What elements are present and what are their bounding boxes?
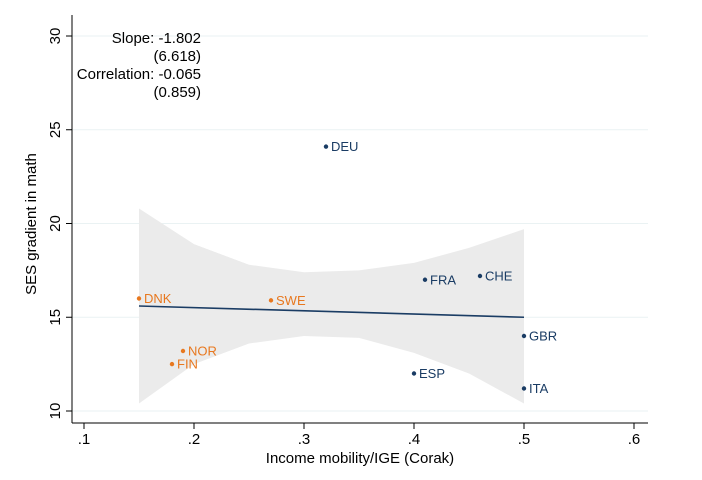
- point-label-ita: ITA: [529, 381, 549, 396]
- point-label-che: CHE: [485, 269, 513, 284]
- y-tick-label: 10: [47, 403, 64, 420]
- fit-line: [138, 305, 525, 319]
- point-label-fra: FRA: [430, 272, 456, 287]
- annotation-correlation-se: (0.859): [153, 84, 201, 101]
- annotation-correlation: Correlation: -0.065: [77, 66, 201, 83]
- point-label-dnk: DNK: [144, 291, 172, 306]
- x-tick-label: .2: [188, 431, 201, 448]
- point-ita: [521, 386, 527, 391]
- point-che: [477, 273, 483, 279]
- point-fin: [169, 361, 175, 367]
- point-deu: [323, 144, 329, 149]
- x-tick-label: .3: [298, 431, 311, 448]
- point-swe: [268, 298, 274, 303]
- point-fra: [422, 277, 428, 282]
- y-axis-title: SES gradient in math: [23, 153, 40, 295]
- point-label-deu: DEU: [331, 139, 358, 154]
- point-label-swe: SWE: [276, 293, 306, 308]
- x-tick-label: .6: [628, 431, 641, 448]
- point-label-esp: ESP: [419, 366, 445, 381]
- x-axis-title: Income mobility/IGE (Corak): [266, 450, 454, 467]
- y-tick-label: 25: [47, 121, 64, 138]
- annotation-slope: Slope: -1.802: [112, 30, 201, 47]
- y-tick-label: 15: [47, 309, 64, 326]
- x-tick-label: .5: [518, 431, 531, 448]
- fit-line-path: [138, 305, 525, 319]
- confidence-band-area: [139, 208, 524, 404]
- confidence-band: [139, 208, 524, 404]
- point-label-nor: NOR: [188, 344, 217, 359]
- point-dnk: [136, 296, 142, 301]
- point-label-gbr: GBR: [529, 329, 557, 344]
- y-tick-label: 30: [47, 28, 64, 45]
- axes: 10 15 20 25 30 .1 .2 .3 .4 .5 .6: [47, 15, 648, 448]
- point-esp: [411, 371, 417, 376]
- point-gbr: [521, 333, 527, 339]
- point-label-fin: FIN: [177, 357, 198, 372]
- x-tick-label: .4: [408, 431, 421, 448]
- point-nor: [180, 348, 186, 354]
- x-tick-label: .1: [78, 431, 91, 448]
- annotation-slope-se: (6.618): [153, 48, 201, 65]
- y-tick-label: 20: [47, 215, 64, 232]
